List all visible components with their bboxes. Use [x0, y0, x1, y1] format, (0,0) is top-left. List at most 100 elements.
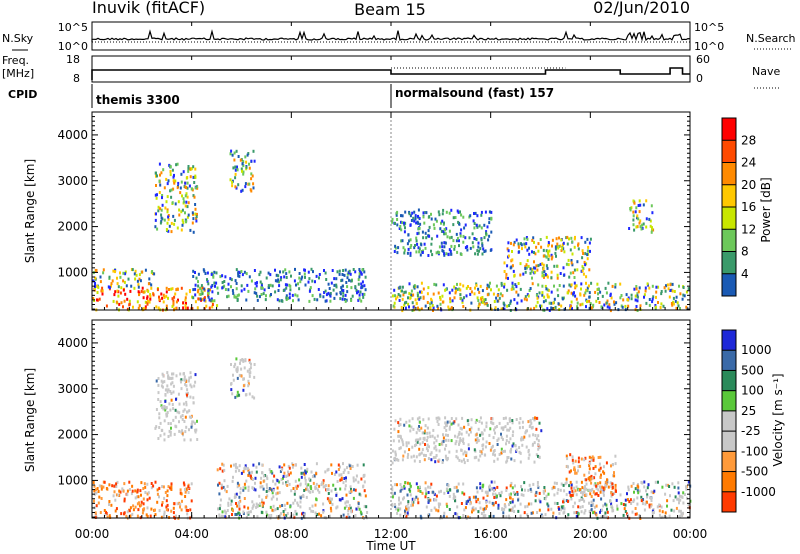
velocity-cell — [166, 411, 169, 414]
velocity-cell — [335, 470, 338, 474]
power-cell — [462, 234, 465, 238]
power-cell — [348, 278, 350, 282]
velocity-cell — [234, 465, 237, 469]
power-cell — [401, 289, 403, 293]
velocity-cell — [594, 465, 597, 469]
power-cell — [576, 268, 579, 272]
velocity-cell — [445, 515, 448, 519]
velocity-cell — [276, 491, 279, 495]
velocity-cell — [394, 419, 397, 423]
power-cell — [535, 293, 538, 297]
velocity-cell — [560, 508, 563, 512]
power-cell — [547, 252, 550, 256]
velocity-cell — [670, 508, 673, 512]
velocity-cell — [405, 505, 408, 508]
velocity-cell — [467, 423, 470, 426]
velocity-cell — [484, 445, 487, 449]
power-cell — [417, 306, 419, 310]
velocity-cell — [428, 513, 431, 517]
power-cell — [234, 165, 237, 169]
power-cell — [556, 264, 558, 268]
power-cell — [282, 289, 285, 292]
velocity-cell — [137, 495, 140, 499]
power-cell — [584, 263, 587, 267]
power-cell — [288, 296, 291, 300]
velocity-cell — [474, 495, 477, 499]
velocity-cell — [458, 441, 461, 445]
velocity-cell — [313, 474, 316, 478]
power-cell — [185, 186, 188, 189]
velocity-cell — [511, 421, 514, 425]
power-cell — [244, 182, 247, 186]
power-cell — [415, 236, 418, 240]
velocity-cell — [286, 501, 289, 505]
velocity-cell — [322, 509, 325, 513]
power-cell — [443, 245, 446, 249]
power-cell — [161, 203, 164, 207]
power-cell — [459, 210, 461, 214]
velocity-cell — [680, 495, 683, 499]
velocity-cell — [288, 466, 291, 470]
power-cell — [483, 298, 485, 302]
power-cell — [186, 306, 189, 310]
power-cell — [361, 268, 364, 272]
power-cell — [192, 217, 195, 221]
power-cell — [453, 285, 456, 289]
power-cell — [160, 292, 163, 296]
velocity-cell — [162, 485, 165, 489]
power-cell — [198, 292, 201, 296]
velocity-cell — [465, 502, 468, 505]
velocity-cell — [265, 483, 268, 487]
power-cell — [652, 295, 655, 299]
power-cell — [577, 243, 579, 247]
power-cell — [263, 288, 266, 292]
power-cell — [478, 302, 481, 306]
velocity-cell — [597, 488, 600, 492]
power-cell — [480, 213, 483, 217]
velocity-cell — [218, 515, 221, 519]
power-cell — [248, 162, 250, 166]
power-cell — [448, 307, 451, 311]
power-cell — [633, 228, 636, 232]
velocity-cell — [497, 503, 500, 507]
velocity-cell — [363, 480, 366, 484]
power-cell — [600, 305, 603, 309]
power-cell — [533, 240, 535, 244]
power-cell — [358, 268, 361, 271]
power-cell — [248, 166, 251, 170]
power-cell — [176, 287, 179, 291]
power-cell — [613, 302, 616, 306]
power-cell — [582, 267, 585, 270]
power-cell — [583, 293, 586, 297]
velocity-cell — [258, 503, 261, 507]
power-cell — [396, 210, 399, 214]
power-colorbar-tick-label: 4 — [741, 267, 749, 281]
power-cell — [576, 260, 579, 264]
velocity-cell — [305, 495, 308, 499]
power-cell — [136, 279, 139, 283]
velocity-cell — [179, 503, 182, 506]
velocity-cell — [423, 431, 426, 435]
power-cell — [634, 294, 637, 298]
noise-right-label: N.Search — [746, 32, 796, 45]
velocity-cell — [348, 490, 351, 494]
power-cell — [192, 269, 195, 273]
power-cell — [498, 296, 501, 300]
velocity-cell — [300, 495, 303, 498]
power-cell — [548, 249, 551, 253]
velocity-cell — [169, 422, 172, 426]
power-cell — [155, 305, 158, 309]
power-cell — [532, 266, 535, 270]
velocity-cell — [479, 506, 482, 510]
power-cell — [195, 276, 198, 280]
velocity-cell — [459, 438, 462, 442]
power-cell — [139, 279, 142, 283]
power-cell — [156, 174, 158, 178]
velocity-cell — [602, 465, 605, 469]
velocity-cell — [461, 416, 464, 420]
velocity-cell — [584, 487, 587, 491]
velocity-cell — [592, 511, 595, 515]
velocity-cell — [285, 481, 287, 485]
power-cell — [530, 270, 533, 274]
power-cell — [153, 272, 156, 276]
